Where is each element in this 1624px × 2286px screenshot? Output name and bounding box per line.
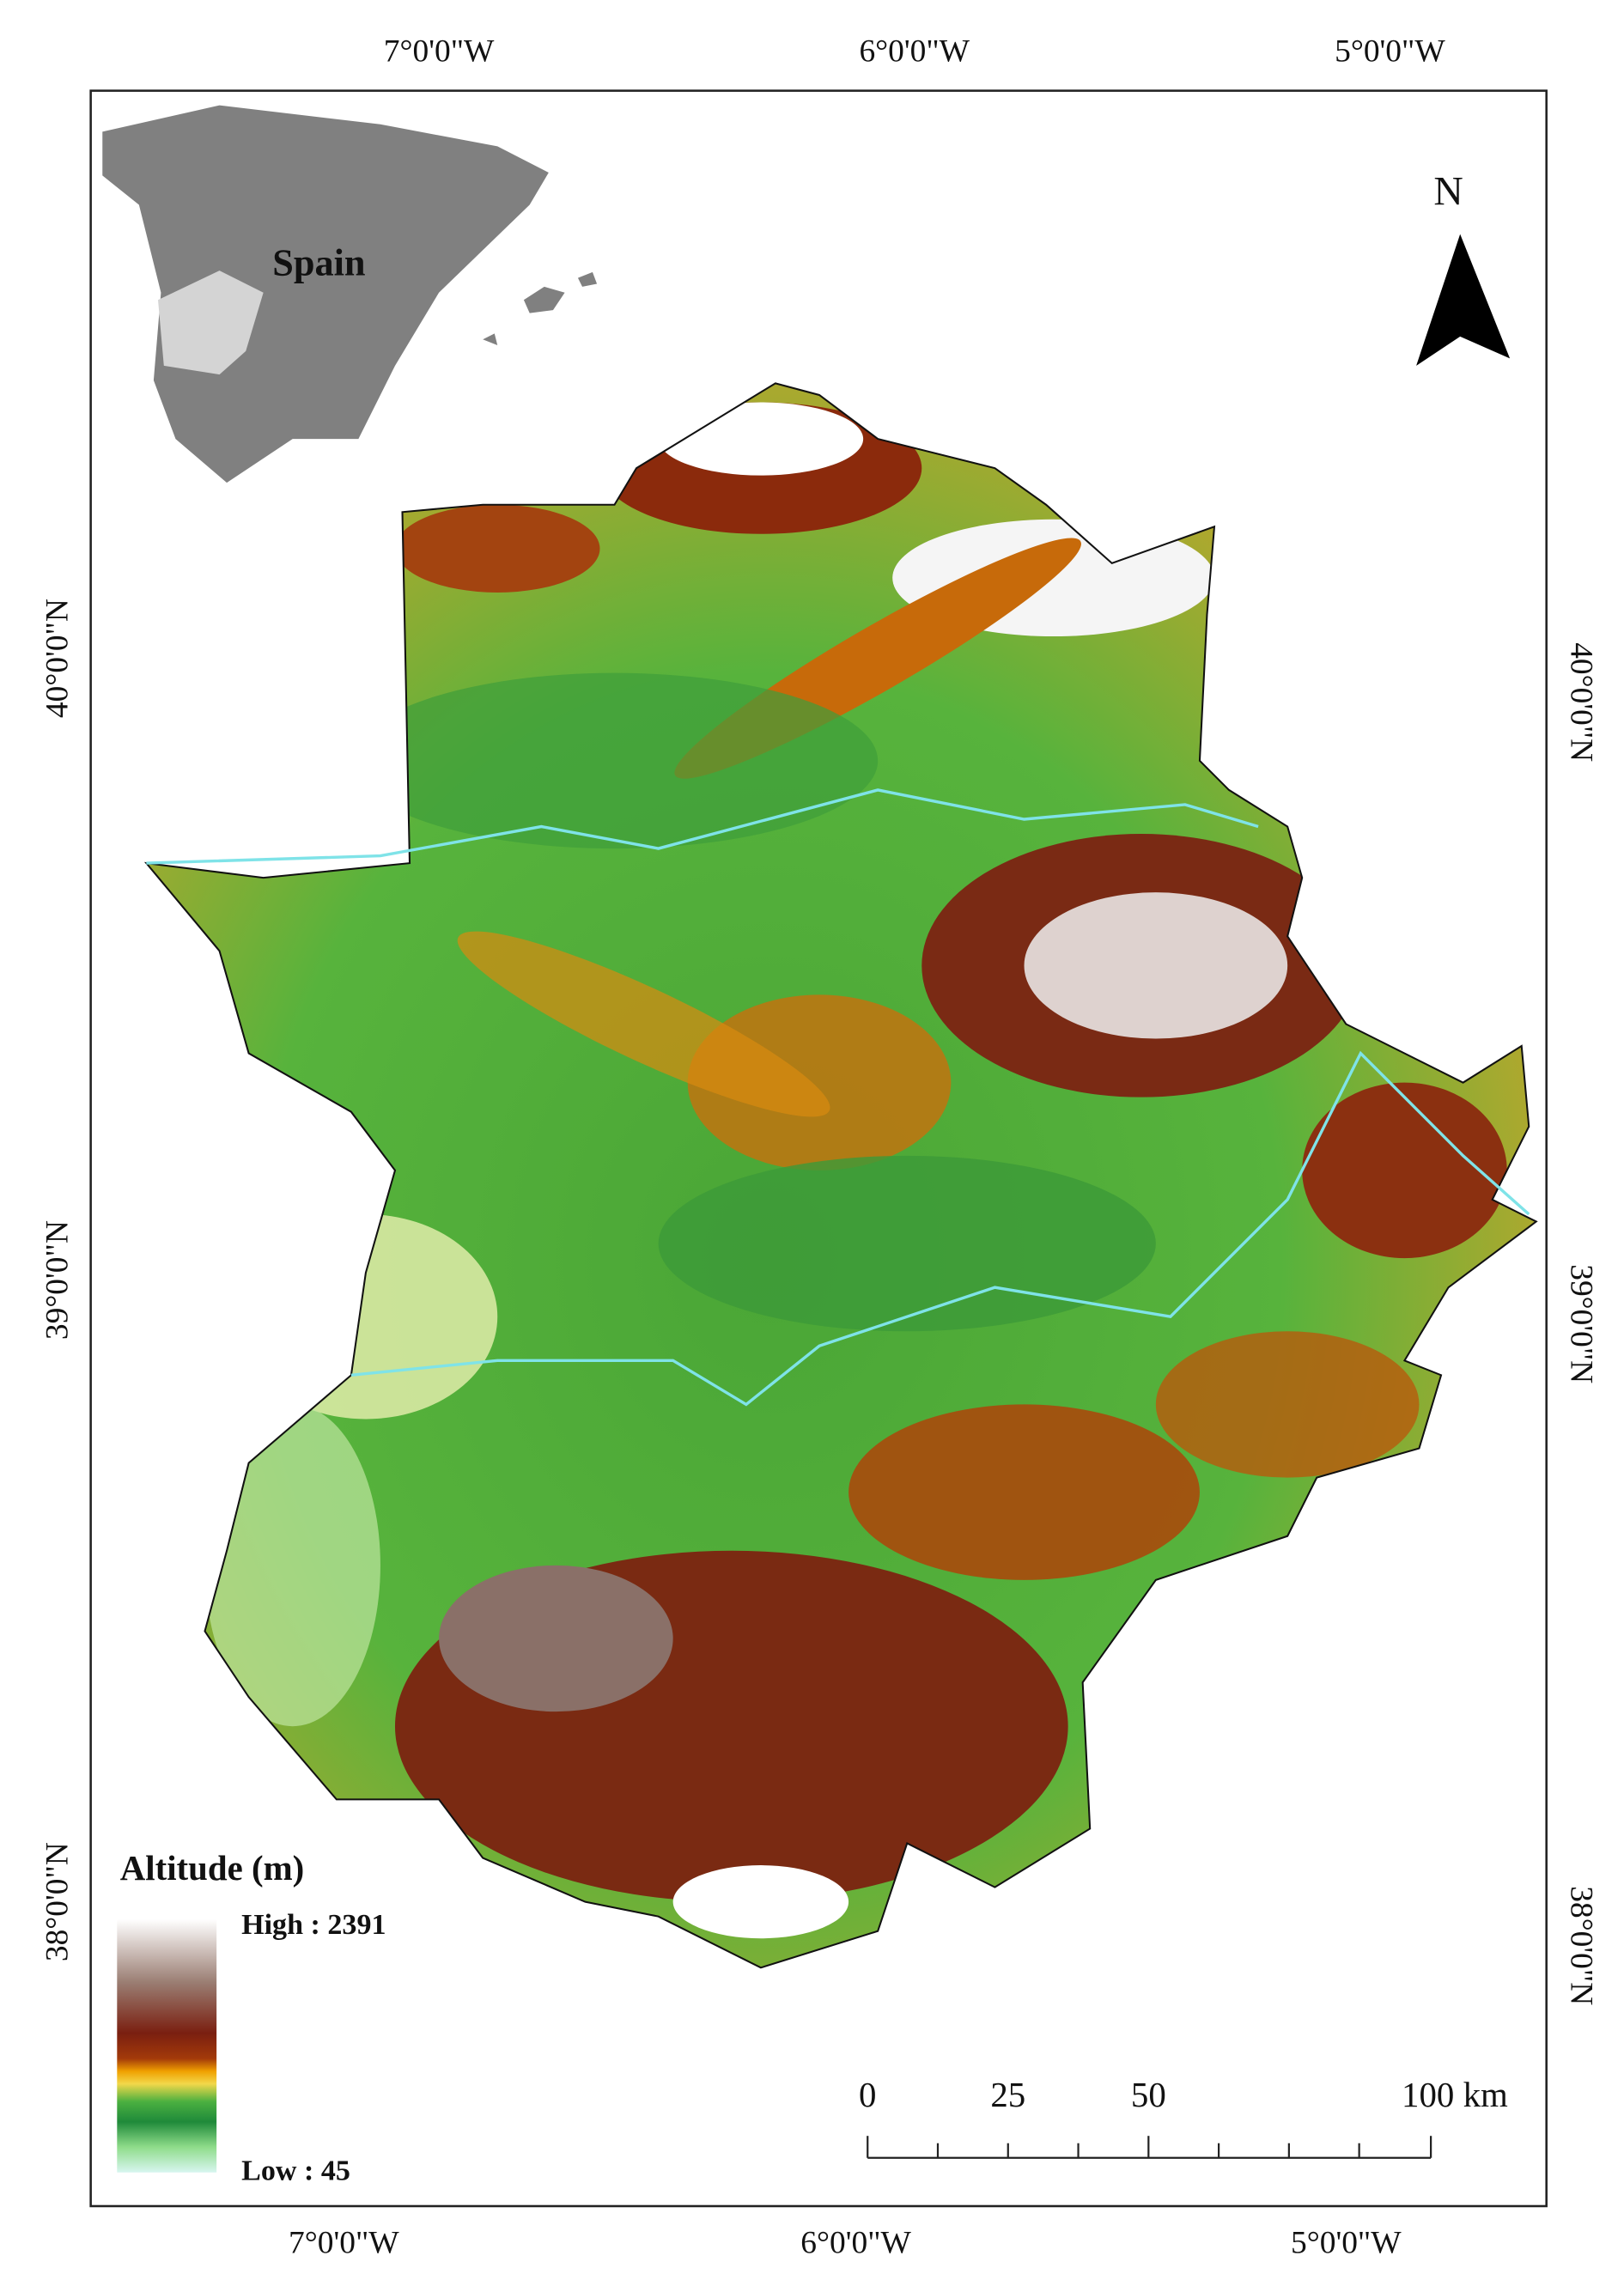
graticule-label: 5°0'0"W <box>1291 2225 1402 2260</box>
scale-bar <box>867 2136 1432 2159</box>
legend-colorbar <box>117 1919 217 2173</box>
legend-title: Altitude (m) <box>120 1849 305 1888</box>
region-highlight <box>158 271 264 375</box>
lowland <box>204 1404 380 1727</box>
graticule-label: 5°0'0"W <box>1335 34 1445 70</box>
valley <box>658 1155 1156 1332</box>
legend-low: Low : 45 <box>241 2155 350 2186</box>
island <box>523 286 565 313</box>
valley <box>350 672 879 849</box>
inset-label: Spain <box>272 241 365 283</box>
north-arrow-shape <box>1416 234 1511 366</box>
legend: Altitude (m) High : 2391 Low : 45 <box>117 1849 386 2186</box>
highland <box>1155 1331 1420 1478</box>
highland <box>848 1404 1200 1580</box>
north-label: N <box>1433 169 1463 214</box>
north-arrow: N <box>1416 169 1511 366</box>
graticule-label: 40°0'0"N <box>40 599 75 718</box>
graticule-label: 7°0'0"W <box>289 2225 399 2260</box>
spain-shape <box>102 105 549 483</box>
scale-label: 0 <box>859 2076 876 2114</box>
highland <box>687 994 952 1170</box>
highland <box>1302 1082 1507 1259</box>
scale-label: 50 <box>1131 2076 1166 2114</box>
graticule-label: 40°0'0"N <box>1564 642 1599 762</box>
river <box>350 1050 1530 1407</box>
graticule-label: 6°0'0"W <box>800 2225 911 2260</box>
graticule-label: 38°0'0"N <box>1564 1886 1599 2005</box>
ridge <box>457 931 830 1117</box>
highland <box>439 1565 673 1712</box>
inset-map: Spain <box>102 105 598 483</box>
graticule-label: 38°0'0"N <box>40 1842 75 1961</box>
graticule-label: 39°0'0"N <box>1564 1264 1599 1383</box>
highland <box>394 504 600 593</box>
island <box>577 271 598 287</box>
peak <box>672 1865 849 1939</box>
scale-label: 100 km <box>1402 2076 1508 2114</box>
scale-label: 25 <box>990 2076 1025 2114</box>
peak <box>1024 892 1288 1039</box>
island <box>483 333 498 346</box>
river <box>146 788 1259 865</box>
graticule-label: 6°0'0"W <box>859 34 970 70</box>
graticule-label: 39°0'0"N <box>40 1220 75 1340</box>
graticule-label: 7°0'0"W <box>384 34 495 70</box>
legend-high: High : 2391 <box>241 1909 386 1941</box>
